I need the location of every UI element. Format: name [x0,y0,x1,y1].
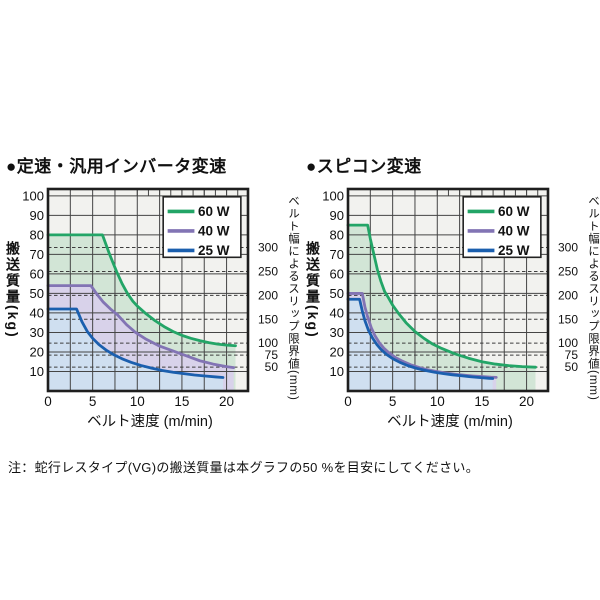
series-fill-25 W [348,299,493,391]
legend: 60 W 40 W 25 W [162,196,242,259]
y-tick-label: 70 [330,247,344,262]
legend-label-25 W: 25 W [198,243,230,258]
y-tick-label: 40 [30,305,44,320]
y2-tick-label: 150 [258,312,278,326]
y-tick-labels: 10 20 30 40 50 60 70 80 90 100 [322,188,344,379]
y-tick-label: 100 [22,188,44,203]
y2-tick-label: 50 [565,360,579,374]
legend-label-40 W: 40 W [198,223,230,238]
charts-row: ●定速・汎用インバータ変速 搬送質量(kg) 60 W 40 W 25 W 10 20 3… [4,152,600,431]
chart-plot-inverter: 60 W 40 W 25 W 10 20 30 40 50 60 70 80 90 100 0 5 10 15 2… [22,187,278,409]
y-tick-label: 30 [30,325,44,340]
y2-tick-label: 50 [265,360,279,374]
legend: 60 W 40 W 25 W [462,196,542,259]
y-tick-label: 50 [30,286,44,301]
chart-block-speed-controller: ●スピコン変速 搬送質量(kg) 60 W 40 W 25 W 10 20 30 40 50 6… [304,152,600,431]
x-tick-label: 0 [344,394,352,409]
legend-box [162,196,242,259]
series-lines [346,223,537,380]
x-tick-label: 15 [474,394,489,409]
series-line-25 W [46,307,225,379]
y2-axis-label-inverter: ベルト幅によるスリップ限界値(mm) [287,195,299,401]
series-line-60 W [46,233,237,348]
y-tick-label: 100 [322,188,344,203]
y-tick-label: 20 [330,344,344,359]
y-axis-label-inverter: 搬送質量(kg) [5,241,21,339]
y2-tick-label: 300 [558,241,578,255]
x-tick-label: 0 [44,394,52,409]
y-tick-labels: 10 20 30 40 50 60 70 80 90 100 [22,188,44,379]
y-tick-label: 70 [30,247,44,262]
y2-tick-label: 150 [558,312,578,326]
chart-title-inverter: ●定速・汎用インバータ変速 [6,157,227,176]
y2-tick-label: 250 [558,264,578,278]
y-tick-label: 10 [330,364,344,379]
y2-axis-label-speed-controller: ベルト幅によるスリップ限界値(mm) [587,195,599,401]
legend-label-60 W: 60 W [198,204,230,219]
y2-tick-label: 75 [265,348,279,362]
y2-tick-label: 100 [258,336,278,350]
x-tick-label: 10 [430,394,445,409]
plot-border [346,187,550,393]
y-tick-label: 40 [330,305,344,320]
legend-label-60 W: 60 W [498,204,530,219]
y-tick-label: 60 [30,266,44,281]
x-tick-label: 20 [219,394,234,409]
x-tick-label: 5 [89,394,97,409]
y2-tick-label: 100 [558,336,578,350]
chart-block-inverter: ●定速・汎用インバータ変速 搬送質量(kg) 60 W 40 W 25 W 10 20 3… [4,152,300,431]
x-axis-label-inverter: ベルト速度 (m/min) [87,414,213,430]
series-line-60 W [346,223,537,369]
legend-label-25 W: 25 W [498,243,530,258]
y2-tick-label: 200 [558,288,578,302]
chart-plot-speed-controller: 60 W 40 W 25 W 10 20 30 40 50 60 70 80 90 100 0 5 10 15 2… [322,187,578,409]
x-axis-label-speed-controller: ベルト速度 (m/min) [387,414,513,430]
y-tick-label: 90 [30,208,44,223]
x-tick-label: 15 [174,394,189,409]
y-tick-label: 50 [330,286,344,301]
y2-tick-label: 75 [565,348,579,362]
chart-area-inverter: 搬送質量(kg) 60 W 40 W 25 W 10 20 30 40 50 60 70 80 90 1… [4,185,300,409]
plot-border [46,187,250,393]
y-tick-label: 60 [330,266,344,281]
x-tick-labels: 0 5 10 15 20 [44,394,234,409]
chart-title-speed-controller: ●スピコン変速 [306,157,422,176]
series-line-40 W [46,284,236,369]
footnote: 注：蛇行レスタイプ(VG)の搬送質量は本グラフの50 %を目安にしてください。 [8,460,479,475]
x-tick-label: 5 [389,394,397,409]
series-fill-25 W [48,309,223,391]
y2-tick-label: 300 [258,241,278,255]
series-fill-60 W [348,225,536,391]
y-tick-label: 30 [330,325,344,340]
y-axis-label-speed-controller: 搬送質量(kg) [305,241,321,339]
chart-area-speed-controller: 搬送質量(kg) 60 W 40 W 25 W 10 20 30 40 50 60 70 80 90 1… [304,185,600,409]
legend-label-40 W: 40 W [498,223,530,238]
y-tick-label: 10 [30,364,44,379]
x-tick-label: 20 [519,394,534,409]
y2-tick-label: 200 [258,288,278,302]
series-lines [46,233,237,379]
y-tick-label: 80 [30,227,44,242]
x-tick-labels: 0 5 10 15 20 [344,394,534,409]
series-line-25 W [346,297,495,380]
y2-tick-label: 250 [258,264,278,278]
y-tick-label: 90 [330,208,344,223]
legend-box [462,196,542,259]
x-tick-label: 10 [130,394,145,409]
y-tick-label: 80 [330,227,344,242]
y-tick-label: 20 [30,344,44,359]
